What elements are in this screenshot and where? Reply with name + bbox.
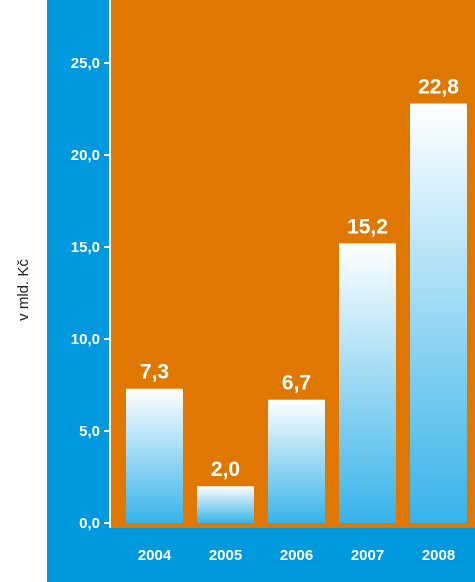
x-tick-label: 2008 [422, 547, 455, 564]
y-tick-label: 0,0 [79, 515, 100, 532]
bar-2006 [268, 399, 325, 523]
y-axis-ticks: 0,0 5,0 10,0 15,0 20,0 25,0 [71, 55, 111, 532]
x-axis-labels: 2004 2005 2006 2007 2008 [138, 547, 455, 564]
y-tick-label: 25,0 [71, 55, 100, 72]
bar-2007 [339, 243, 396, 523]
data-label-2005: 2,0 [211, 458, 240, 481]
y-tick-label: 10,0 [71, 331, 100, 348]
x-tick-label: 2007 [351, 547, 384, 564]
x-tick-label: 2006 [280, 547, 313, 564]
y-tick-label: 15,0 [71, 239, 100, 256]
bar-2005 [197, 486, 254, 523]
y-tick-label: 5,0 [79, 423, 100, 440]
data-label-2007: 15,2 [347, 215, 388, 238]
x-tick-label: 2004 [138, 547, 172, 564]
x-tick-label: 2005 [209, 547, 242, 564]
bar-2004 [126, 388, 183, 523]
data-label-2006: 6,7 [282, 372, 311, 395]
data-label-2004: 7,3 [140, 361, 169, 384]
bars-group: 7,3 2,0 6,7 15,2 22,8 [126, 75, 467, 523]
bar-2008 [410, 103, 467, 523]
y-axis-title: v mld. Kč [15, 259, 32, 321]
data-label-2008: 22,8 [418, 75, 459, 98]
y-tick-label: 20,0 [71, 147, 100, 164]
